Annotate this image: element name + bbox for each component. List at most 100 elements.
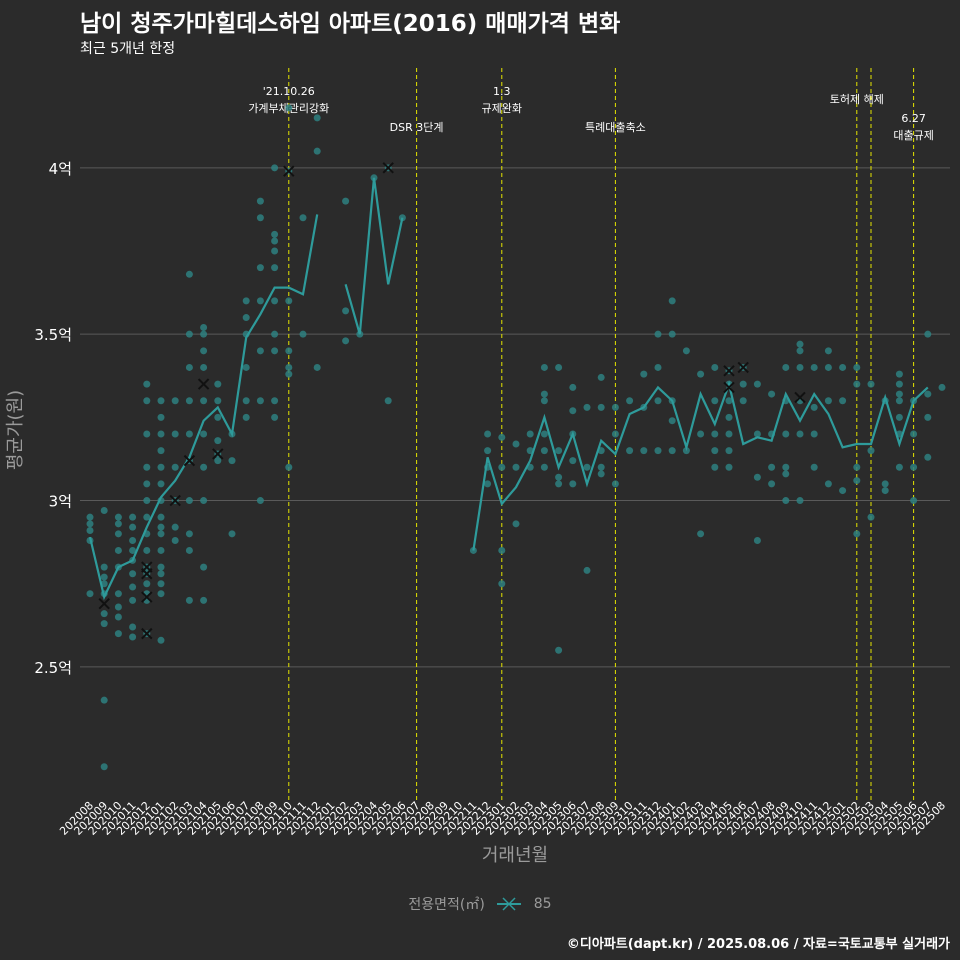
transaction-point: [782, 463, 790, 471]
transaction-point: [157, 513, 165, 521]
transaction-point: [881, 480, 889, 488]
transaction-point: [668, 330, 676, 338]
transaction-point: [924, 330, 932, 338]
transaction-point: [526, 430, 534, 438]
transaction-point: [114, 630, 122, 638]
transaction-point: [810, 463, 818, 471]
transaction-point: [256, 264, 264, 272]
transaction-point: [725, 413, 733, 421]
transaction-point: [555, 473, 563, 481]
transaction-point: [157, 590, 165, 598]
transaction-point: [342, 307, 350, 315]
cross-mark: [737, 361, 749, 374]
transaction-point: [157, 563, 165, 571]
transaction-point: [597, 403, 605, 411]
transaction-point: [100, 507, 108, 515]
transaction-point: [271, 230, 279, 238]
annotation-label: 6.27: [901, 112, 926, 125]
transaction-point: [853, 477, 861, 485]
transaction-point: [129, 513, 137, 521]
transaction-point: [697, 530, 705, 538]
transaction-point: [214, 380, 222, 388]
transaction-point: [299, 214, 307, 222]
series-line-85: [88, 177, 929, 601]
transaction-point: [895, 413, 903, 421]
transaction-point: [540, 397, 548, 405]
transaction-point: [910, 497, 918, 505]
transaction-point: [285, 104, 293, 112]
transaction-point: [256, 347, 264, 355]
transaction-point: [512, 463, 520, 471]
transaction-point: [881, 487, 889, 495]
transaction-point: [824, 397, 832, 405]
transaction-point: [271, 330, 279, 338]
transaction-point: [228, 530, 236, 538]
transaction-point: [171, 463, 179, 471]
cross-mark: [169, 494, 181, 507]
transaction-point: [256, 297, 264, 305]
transaction-point: [796, 347, 804, 355]
cross-mark: [141, 591, 153, 603]
transaction-point: [839, 397, 847, 405]
transaction-point: [824, 480, 832, 488]
transaction-point: [313, 114, 321, 122]
transaction-point: [157, 636, 165, 644]
transaction-point: [540, 447, 548, 455]
transaction-point: [938, 383, 946, 391]
transaction-point: [569, 480, 577, 488]
transaction-point: [626, 397, 634, 405]
legend-item-85: 85: [533, 896, 552, 912]
transaction-point: [540, 463, 548, 471]
transaction-point: [271, 397, 279, 405]
transaction-point: [143, 497, 151, 505]
transaction-point: [853, 363, 861, 371]
transaction-point: [611, 430, 619, 438]
transaction-point: [484, 430, 492, 438]
transaction-point: [654, 363, 662, 371]
transaction-point: [86, 526, 94, 534]
transaction-point: [129, 536, 137, 544]
transaction-point: [143, 430, 151, 438]
transaction-point: [484, 480, 492, 488]
transaction-point: [768, 463, 776, 471]
transaction-point: [796, 363, 804, 371]
transaction-point: [299, 330, 307, 338]
transaction-point: [711, 397, 719, 405]
cross-mark: [141, 568, 153, 580]
transaction-point: [824, 347, 832, 355]
transaction-point: [611, 480, 619, 488]
transaction-point: [129, 633, 137, 641]
transaction-point: [114, 590, 122, 598]
transaction-point: [114, 520, 122, 528]
transaction-point: [129, 623, 137, 631]
transaction-point: [384, 397, 392, 405]
transaction-point: [242, 314, 250, 322]
transaction-point: [924, 413, 932, 421]
transaction-point: [271, 413, 279, 421]
cross-mark: [183, 454, 196, 467]
transaction-point: [768, 390, 776, 398]
transaction-point: [313, 363, 321, 371]
transaction-point: [711, 447, 719, 455]
annotation-label: 토허제 해제: [830, 92, 884, 106]
transaction-point: [910, 463, 918, 471]
transaction-point: [782, 430, 790, 438]
transaction-point: [654, 397, 662, 405]
transaction-point: [342, 337, 350, 345]
transaction-point: [285, 347, 293, 355]
transaction-point: [555, 646, 563, 654]
transaction-point: [185, 330, 193, 338]
transaction-point: [200, 563, 208, 571]
transaction-point: [668, 417, 676, 425]
transaction-point: [810, 430, 818, 438]
transaction-point: [512, 520, 520, 528]
transaction-point: [569, 383, 577, 391]
transaction-point: [668, 447, 676, 455]
transaction-point: [640, 370, 648, 378]
transaction-point: [200, 330, 208, 338]
transaction-point: [569, 407, 577, 415]
transaction-point: [200, 397, 208, 405]
transaction-point: [654, 447, 662, 455]
transaction-point: [129, 583, 137, 591]
transaction-point: [924, 390, 932, 398]
